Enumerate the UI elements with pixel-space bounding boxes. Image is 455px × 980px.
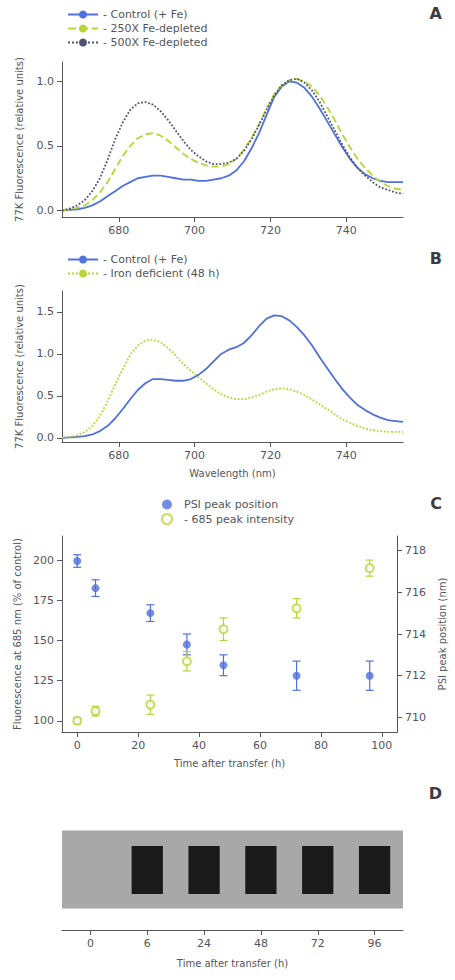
svg-text:C: C bbox=[430, 494, 442, 513]
svg-text:PSI peak position (nm): PSI peak position (nm) bbox=[437, 578, 448, 691]
svg-text:0: 0 bbox=[87, 937, 94, 950]
svg-text:100: 100 bbox=[371, 739, 392, 752]
svg-text:72: 72 bbox=[311, 937, 325, 950]
svg-text:77K Fluorescence (relative uni: 77K Fluorescence (relative units) bbox=[14, 284, 25, 449]
svg-text:1.5: 1.5 bbox=[37, 305, 55, 318]
svg-text:1.0: 1.0 bbox=[37, 75, 55, 88]
svg-text:700: 700 bbox=[184, 224, 205, 237]
svg-text:700: 700 bbox=[184, 449, 205, 462]
svg-text:- 250X Fe-depleted: - 250X Fe-depleted bbox=[103, 22, 208, 35]
svg-text:60: 60 bbox=[253, 739, 267, 752]
svg-text:- Iron deficient (48 h): - Iron deficient (48 h) bbox=[103, 267, 220, 280]
svg-text:D: D bbox=[429, 784, 442, 803]
svg-text:0.0: 0.0 bbox=[37, 431, 55, 444]
svg-text:716: 716 bbox=[405, 586, 426, 599]
svg-text:740: 740 bbox=[336, 449, 357, 462]
svg-text:- Control (+ Fe): - Control (+ Fe) bbox=[103, 8, 188, 21]
svg-text:712: 712 bbox=[405, 669, 426, 682]
svg-text:200: 200 bbox=[33, 554, 54, 567]
svg-text:PSI peak position: PSI peak position bbox=[184, 498, 278, 511]
svg-text:48: 48 bbox=[254, 937, 268, 950]
svg-text:Wavelength (nm): Wavelength (nm) bbox=[189, 468, 275, 479]
svg-text:0.5: 0.5 bbox=[37, 389, 55, 402]
svg-text:20: 20 bbox=[131, 739, 145, 752]
svg-text:720: 720 bbox=[260, 224, 281, 237]
svg-text:40: 40 bbox=[192, 739, 206, 752]
svg-text:0: 0 bbox=[74, 739, 81, 752]
svg-text:80: 80 bbox=[314, 739, 328, 752]
svg-text:- Control (+ Fe): - Control (+ Fe) bbox=[103, 253, 188, 266]
svg-text:77K Fluorescence (relative uni: 77K Fluorescence (relative units) bbox=[14, 57, 25, 222]
svg-text:680: 680 bbox=[108, 449, 129, 462]
svg-text:718: 718 bbox=[405, 544, 426, 557]
svg-text:- 500X Fe-depleted: - 500X Fe-depleted bbox=[103, 36, 208, 49]
svg-text:24: 24 bbox=[197, 937, 211, 950]
svg-text:0.0: 0.0 bbox=[37, 204, 55, 217]
svg-text:710: 710 bbox=[405, 711, 426, 724]
svg-text:680: 680 bbox=[108, 224, 129, 237]
svg-text:150: 150 bbox=[33, 634, 54, 647]
svg-text:Time after transfer (h): Time after transfer (h) bbox=[173, 758, 285, 769]
svg-text:Fluorescence at 685 nm (% of c: Fluorescence at 685 nm (% of control) bbox=[12, 538, 23, 730]
svg-text:6: 6 bbox=[144, 937, 151, 950]
svg-text:Time after transfer (h): Time after transfer (h) bbox=[176, 958, 288, 969]
svg-text:96: 96 bbox=[368, 937, 382, 950]
svg-text:B: B bbox=[430, 249, 442, 268]
svg-text:125: 125 bbox=[33, 674, 54, 687]
svg-text:A: A bbox=[430, 4, 443, 23]
svg-text:720: 720 bbox=[260, 449, 281, 462]
svg-text:100: 100 bbox=[33, 714, 54, 727]
svg-text:740: 740 bbox=[336, 224, 357, 237]
svg-text:- 685 peak intensity: - 685 peak intensity bbox=[184, 513, 294, 526]
svg-text:1.0: 1.0 bbox=[37, 347, 55, 360]
svg-text:175: 175 bbox=[33, 594, 54, 607]
svg-text:0.5: 0.5 bbox=[37, 139, 55, 152]
svg-text:714: 714 bbox=[405, 628, 426, 641]
